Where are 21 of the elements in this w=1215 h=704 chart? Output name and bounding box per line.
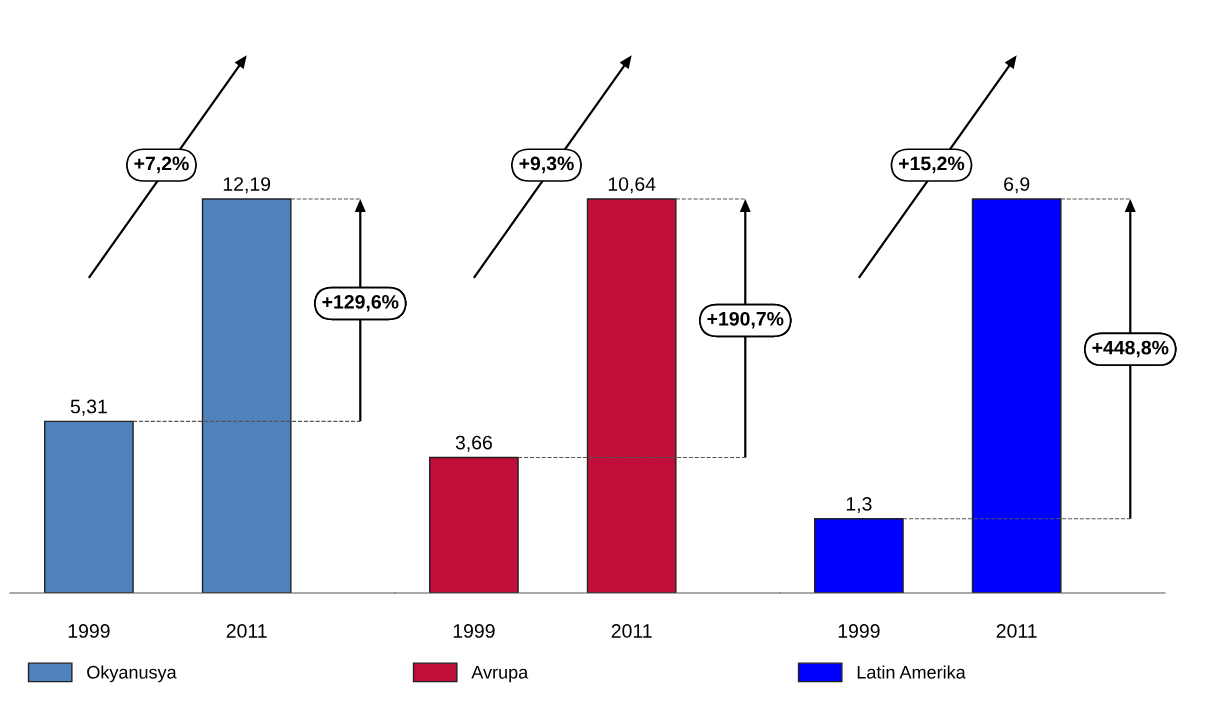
- text: +15,2%: [899, 156, 965, 174]
- data-label: 5,31: [70, 399, 107, 416]
- data-label: 12,19: [223, 177, 271, 194]
- x-tick-label: 1999: [453, 624, 495, 638]
- x-tick-label: 1999: [68, 624, 110, 638]
- annotation: +448,8%: [1092, 340, 1169, 358]
- data-label: 10,64: [608, 177, 656, 194]
- annotation: +190,7%: [707, 311, 784, 329]
- text: +9,3%: [519, 156, 574, 174]
- x-tick-label: 2011: [611, 624, 652, 638]
- data-label: 3,66: [455, 435, 492, 452]
- x-tick-label: 2011: [226, 624, 267, 638]
- data-label: 1,3: [846, 496, 872, 514]
- x-tick-label: 1999: [838, 624, 880, 638]
- annotation: +129,6%: [322, 294, 399, 312]
- legend-label: Avrupa: [471, 666, 529, 683]
- legend-label: Latin Amerika: [857, 665, 966, 679]
- data-label: 6,9: [1004, 177, 1030, 194]
- x-tick-label: 2011: [996, 624, 1037, 638]
- legend-label: Okyanusya: [87, 665, 177, 683]
- text: +7,2%: [134, 156, 189, 174]
